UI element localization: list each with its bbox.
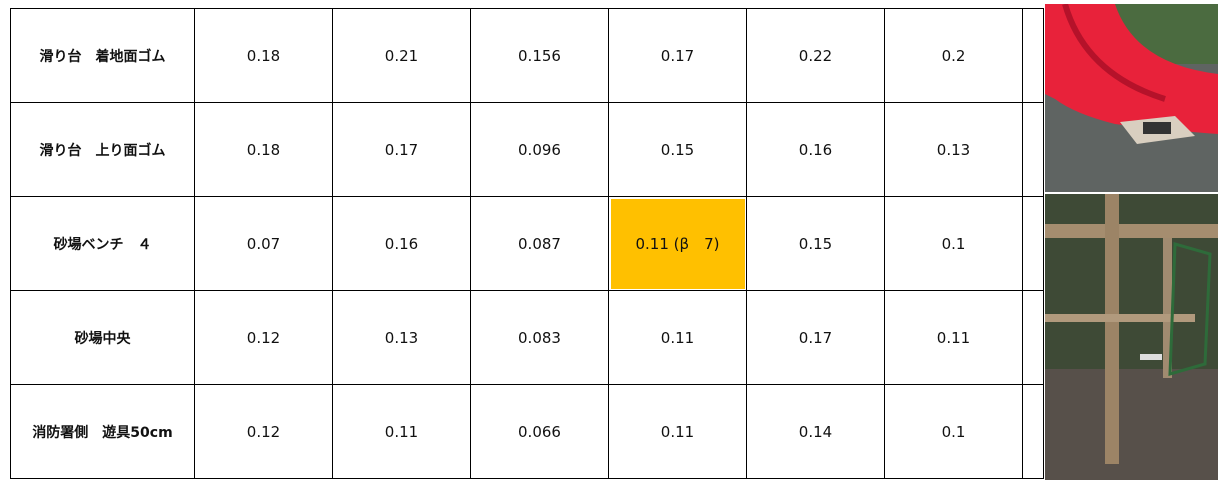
value-cell: 0.066 (471, 385, 609, 479)
value-cell: 0.16 (747, 103, 885, 197)
value-cell: 0.22 (747, 9, 885, 103)
value-cell: 0.12 (195, 291, 333, 385)
stool (1140, 354, 1162, 360)
value-cell: 0.18 (195, 9, 333, 103)
value-cell: 0.096 (471, 103, 609, 197)
row-label: 消防署側 遊具50cm (11, 385, 195, 479)
value-cell: 0.15 (747, 197, 885, 291)
slide-photo (1045, 4, 1218, 192)
value-cell: 0.13 (333, 291, 471, 385)
value-cell: 0.2 (885, 9, 1023, 103)
value-cell: 0.087 (471, 197, 609, 291)
value-cell: 0.21 (333, 9, 471, 103)
value-cell: 0.083 (471, 291, 609, 385)
value-cell: 0.12 (195, 385, 333, 479)
row-label: 滑り台 上り面ゴム (11, 103, 195, 197)
value-cell: 0.11 (609, 291, 747, 385)
value-cell: 0.11 (885, 291, 1023, 385)
playground-photo (1045, 194, 1218, 480)
value-cell: 0.11 (609, 385, 747, 479)
post (1105, 194, 1119, 464)
value-cell: 0.13 (885, 103, 1023, 197)
spacer-cell (1023, 385, 1044, 479)
value-cell: 0.11 (β 7) (609, 197, 747, 291)
ground (1045, 369, 1218, 480)
value-cell: 0.1 (885, 197, 1023, 291)
spacer-cell (1023, 291, 1044, 385)
spacer-cell (1023, 9, 1044, 103)
spacer-cell (1023, 197, 1044, 291)
value-cell: 0.17 (609, 9, 747, 103)
row-label: 滑り台 着地面ゴム (11, 9, 195, 103)
highlighted-value: 0.11 (β 7) (611, 199, 745, 289)
spacer-cell (1023, 103, 1044, 197)
value-cell: 0.17 (747, 291, 885, 385)
value-cell: 0.14 (747, 385, 885, 479)
page-body: 滑り台 着地面ゴム0.180.210.1560.170.220.2滑り台 上り面… (0, 0, 1218, 481)
value-cell: 0.15 (609, 103, 747, 197)
beam (1045, 224, 1218, 238)
value-cell: 0.18 (195, 103, 333, 197)
value-cell: 0.07 (195, 197, 333, 291)
page: table {"table": {"rows": [ ["滑り台 着地面ゴム",… (0, 0, 1218, 481)
value-cell: 0.1 (885, 385, 1023, 479)
value-cell: 0.11 (333, 385, 471, 479)
row-label: 砂場中央 (11, 291, 195, 385)
value-cell: 0.17 (333, 103, 471, 197)
device-part (1143, 122, 1171, 134)
value-cell: 0.156 (471, 9, 609, 103)
value-cell: 0.16 (333, 197, 471, 291)
row-label: 砂場ベンチ ４ (11, 197, 195, 291)
